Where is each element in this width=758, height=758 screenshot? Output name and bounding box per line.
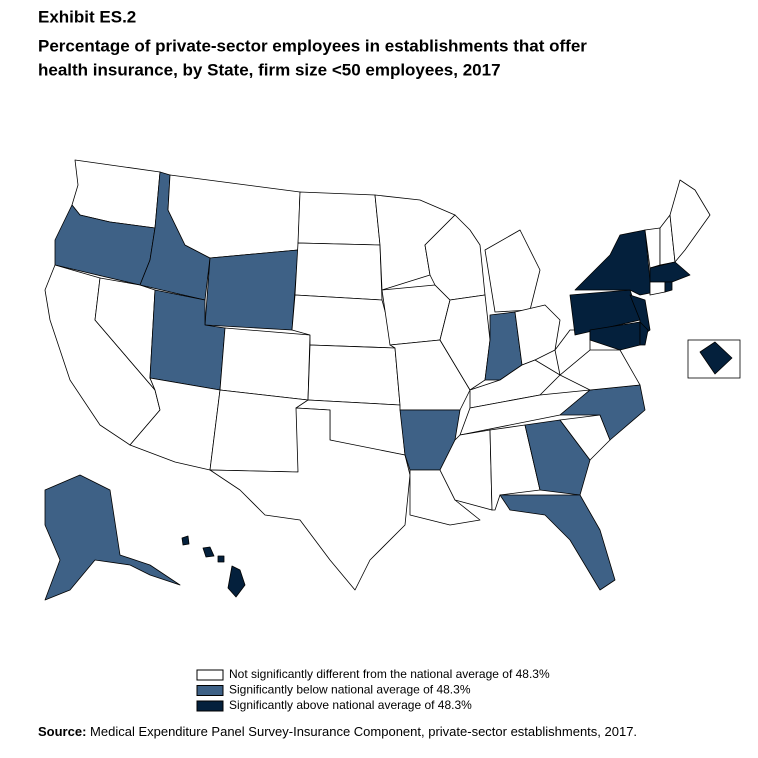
exhibit-label: Exhibit ES.2 (38, 7, 136, 26)
state (669, 179, 711, 263)
state (649, 281, 666, 296)
state (202, 546, 215, 558)
state (294, 242, 383, 301)
state (484, 229, 541, 313)
state (209, 389, 309, 473)
state (589, 321, 641, 351)
state (499, 494, 616, 591)
source-label: Source: (38, 724, 86, 739)
state (307, 344, 401, 406)
state (204, 249, 299, 331)
title-line: Percentage of private-sector employees i… (38, 36, 587, 55)
state (209, 407, 411, 591)
state (181, 535, 190, 546)
legend: Not significantly different from the nat… (196, 667, 550, 712)
state (167, 174, 301, 259)
state (639, 321, 649, 346)
source-text: Medical Expenditure Panel Survey-Insuran… (90, 724, 637, 739)
us-map (44, 159, 741, 601)
legend-label: Not significantly different from the nat… (229, 667, 550, 681)
state (217, 555, 225, 563)
legend-swatch (196, 685, 224, 696)
state (227, 565, 246, 598)
title-line: health insurance, by State, firm size <5… (38, 60, 501, 79)
state (219, 327, 311, 401)
state (297, 191, 381, 246)
state (664, 281, 673, 293)
source-note: Source: Medical Expenditure Panel Survey… (38, 724, 637, 739)
legend-label: Significantly above national average of … (229, 698, 472, 712)
state (649, 261, 691, 283)
legend-label: Significantly below national average of … (229, 683, 471, 697)
state (514, 304, 561, 366)
legend-swatch (196, 700, 224, 712)
state (699, 341, 733, 375)
state (381, 284, 451, 346)
legend-swatch (196, 669, 224, 681)
state (44, 474, 181, 601)
